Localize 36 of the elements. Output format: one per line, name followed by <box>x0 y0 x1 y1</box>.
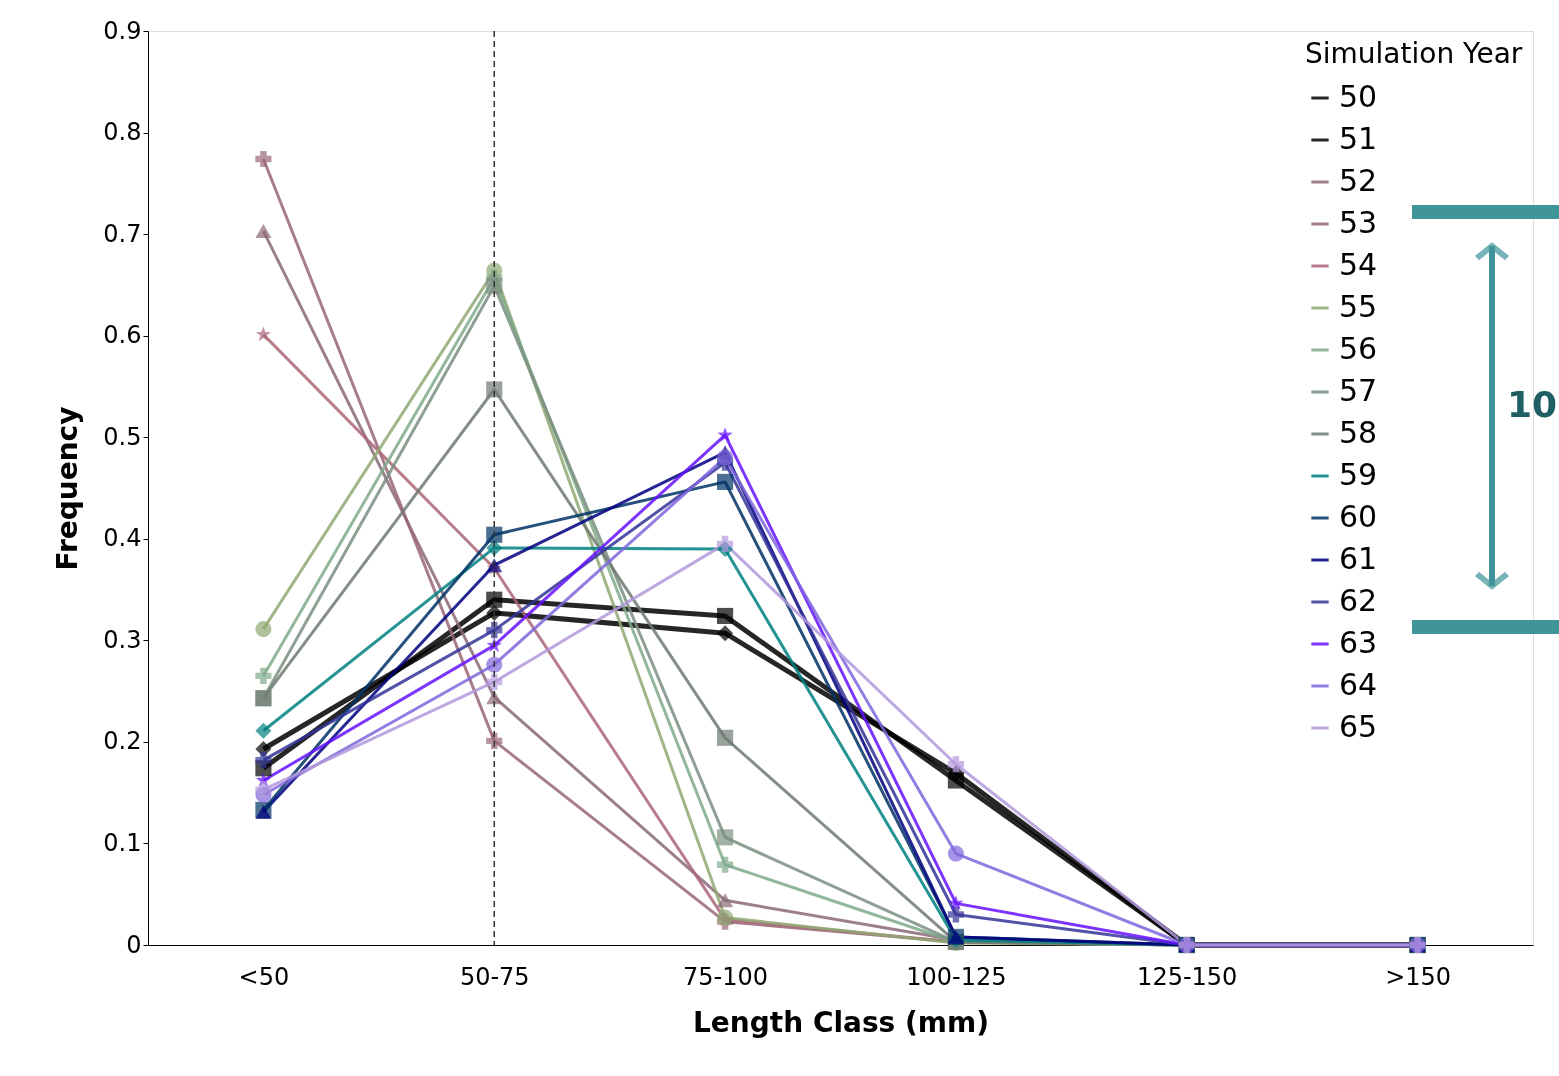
y-tick-label: 0.4 <box>103 524 142 553</box>
y-tick-label: 0.1 <box>103 828 142 857</box>
legend-label: 62 <box>1339 583 1378 618</box>
legend-label: 52 <box>1339 163 1378 198</box>
legend-label: 63 <box>1339 625 1378 660</box>
x-axis-title: Length Class (mm) <box>693 1005 989 1039</box>
legend-label: 65 <box>1339 709 1378 744</box>
legend-title: Simulation Year <box>1305 37 1523 70</box>
legend-label: 64 <box>1339 667 1378 702</box>
legend-label: 58 <box>1339 415 1378 450</box>
legend-label: 56 <box>1339 331 1378 366</box>
x-tick-label: >150 <box>1385 962 1452 991</box>
x-tick-label: <50 <box>238 962 290 991</box>
x-tick-label: 100-125 <box>906 962 1007 991</box>
y-tick-label: 0.7 <box>103 219 142 248</box>
x-tick-label: 50-75 <box>459 962 530 991</box>
y-tick-label: 0.9 <box>103 16 142 45</box>
legend-label: 55 <box>1339 289 1378 324</box>
y-tick-label: 0.3 <box>103 625 142 654</box>
y-tick-label: 0 <box>126 930 142 959</box>
legend-label: 54 <box>1339 247 1378 282</box>
x-tick-label: 75-100 <box>683 962 769 991</box>
annotation: 10 <box>1506 384 1557 425</box>
legend-label: 59 <box>1339 457 1378 492</box>
legend-label: 60 <box>1339 499 1378 534</box>
y-axis-title: Frequency <box>51 406 85 571</box>
y-tick-label: 0.2 <box>103 727 142 756</box>
y-tick-label: 0.6 <box>103 321 142 350</box>
legend-label: 61 <box>1339 541 1378 576</box>
x-tick-label: 125-150 <box>1137 962 1238 991</box>
legend-label: 53 <box>1339 205 1378 240</box>
y-tick-label: 0.8 <box>103 118 142 147</box>
legend-label: 57 <box>1339 373 1378 408</box>
y-tick-label: 0.5 <box>103 422 142 451</box>
legend-label: 50 <box>1339 79 1378 114</box>
legend-label: 51 <box>1339 121 1378 156</box>
